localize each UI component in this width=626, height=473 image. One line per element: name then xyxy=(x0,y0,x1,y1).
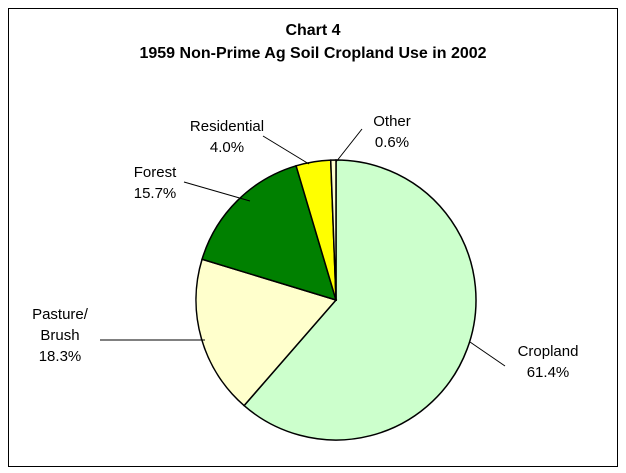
pie-slice xyxy=(195,258,338,407)
slice-label: Cropland 61.4% xyxy=(518,341,579,383)
chart-subtitle: 1959 Non-Prime Ag Soil Cropland Use in 2… xyxy=(139,45,486,62)
slice-name: Other xyxy=(373,113,411,130)
leader-line xyxy=(183,181,251,202)
leader-line xyxy=(262,135,310,165)
pie-slice xyxy=(329,159,337,301)
slice-name: Forest xyxy=(133,164,177,181)
slice-value: 15.7% xyxy=(133,185,177,202)
slice-value: 18.3% xyxy=(38,348,82,365)
slice-value: 0.6% xyxy=(374,134,410,151)
slice-label: Residential 4.0% xyxy=(190,116,264,158)
slice-value: 4.0% xyxy=(209,139,245,156)
slice-name: Pasture/ Brush xyxy=(32,306,88,344)
leader-line xyxy=(469,341,506,367)
slice-label: Pasture/ Brush 18.3% xyxy=(32,304,88,367)
chart-title: Chart 4 xyxy=(285,22,340,39)
pie-slice xyxy=(201,164,338,302)
slice-value: 61.4% xyxy=(526,364,570,381)
slice-name: Residential xyxy=(189,118,265,135)
slice-label: Forest 15.7% xyxy=(134,162,177,204)
pie-slice xyxy=(243,159,477,441)
slice-name: Cropland xyxy=(517,343,579,360)
leader-line xyxy=(335,128,363,163)
slice-label: Other 0.6% xyxy=(373,111,411,153)
